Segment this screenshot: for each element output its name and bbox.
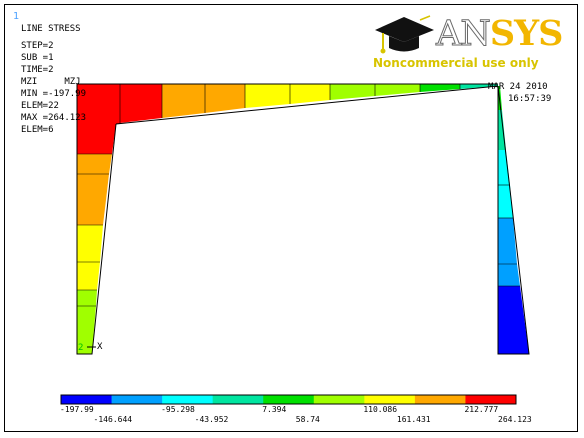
beam-band <box>290 84 330 104</box>
legend-swatch <box>111 395 163 404</box>
beam-band <box>205 84 245 113</box>
info-line: MZI MZJ <box>21 77 81 87</box>
beam-band <box>420 84 460 92</box>
column-band <box>77 306 96 354</box>
top-beam <box>77 83 499 125</box>
legend-frame <box>60 394 517 405</box>
column-band <box>498 218 517 264</box>
triad-x-label: X <box>97 342 103 352</box>
column-band <box>77 225 103 262</box>
legend-label-bottom: -146.644 <box>93 415 133 424</box>
beam-band <box>77 84 120 124</box>
legend-label-bottom: 264.123 <box>498 415 532 424</box>
info-line: ELEM=6 <box>21 125 54 135</box>
legend-swatch <box>465 395 517 404</box>
legend-swatch <box>313 395 365 404</box>
legend-swatch <box>212 395 264 404</box>
column-band <box>498 264 520 286</box>
info-line: TIME=2 <box>21 65 54 75</box>
column-band <box>77 174 109 200</box>
color-legend <box>60 394 517 405</box>
legend-label-top: -95.298 <box>161 405 195 414</box>
beam-band <box>375 84 420 96</box>
left-column <box>76 84 117 355</box>
time-label: 16:57:39 <box>508 94 552 104</box>
legend-swatch <box>61 395 113 404</box>
info-line: ELEM=22 <box>21 101 59 111</box>
column-band <box>498 286 529 354</box>
beam-band <box>120 84 162 123</box>
beam-band <box>162 84 205 118</box>
legend-label-top: 110.086 <box>363 405 398 414</box>
beam-band <box>330 84 375 100</box>
legend-swatch <box>162 395 214 404</box>
column-band <box>77 200 106 225</box>
right-column <box>497 85 530 355</box>
triad-origin: 2 <box>78 343 84 353</box>
column-band <box>77 124 116 154</box>
info-line: STEP=2 <box>21 41 54 51</box>
beam-band <box>460 84 498 89</box>
info-line: MAX =264.123 <box>21 113 87 123</box>
legend-label-top: -197.99 <box>60 405 94 414</box>
beam-band <box>245 84 290 108</box>
info-title: LINE STRESS <box>21 24 81 34</box>
window-number: 1 <box>13 11 20 22</box>
column-band <box>77 262 100 290</box>
legend-swatch <box>414 395 466 404</box>
legend-label-bottom: 161.431 <box>396 415 431 424</box>
legend-swatch <box>263 395 315 404</box>
legend-swatch <box>364 395 416 404</box>
info-line: MIN =-197.99 <box>21 89 87 99</box>
column-band <box>498 150 510 185</box>
column-band <box>77 154 112 174</box>
ansys-logo: ANSYS <box>436 13 564 55</box>
info-line: SUB =1 <box>21 53 54 63</box>
logo-subtitle: Noncommercial use only <box>373 56 539 70</box>
legend-label-bottom: 58.74 <box>295 415 320 424</box>
column-band <box>77 290 97 306</box>
legend-label-bottom: -43.952 <box>194 415 229 424</box>
logo-sys: SYS <box>489 13 564 54</box>
legend-label-top: 7.394 <box>262 405 287 414</box>
logo-an: AN <box>436 14 492 55</box>
logo-cap-icon <box>375 15 434 54</box>
column-band <box>498 185 513 218</box>
legend-label-top: 212.777 <box>464 405 499 414</box>
date-label: MAR 24 2010 <box>488 82 548 92</box>
